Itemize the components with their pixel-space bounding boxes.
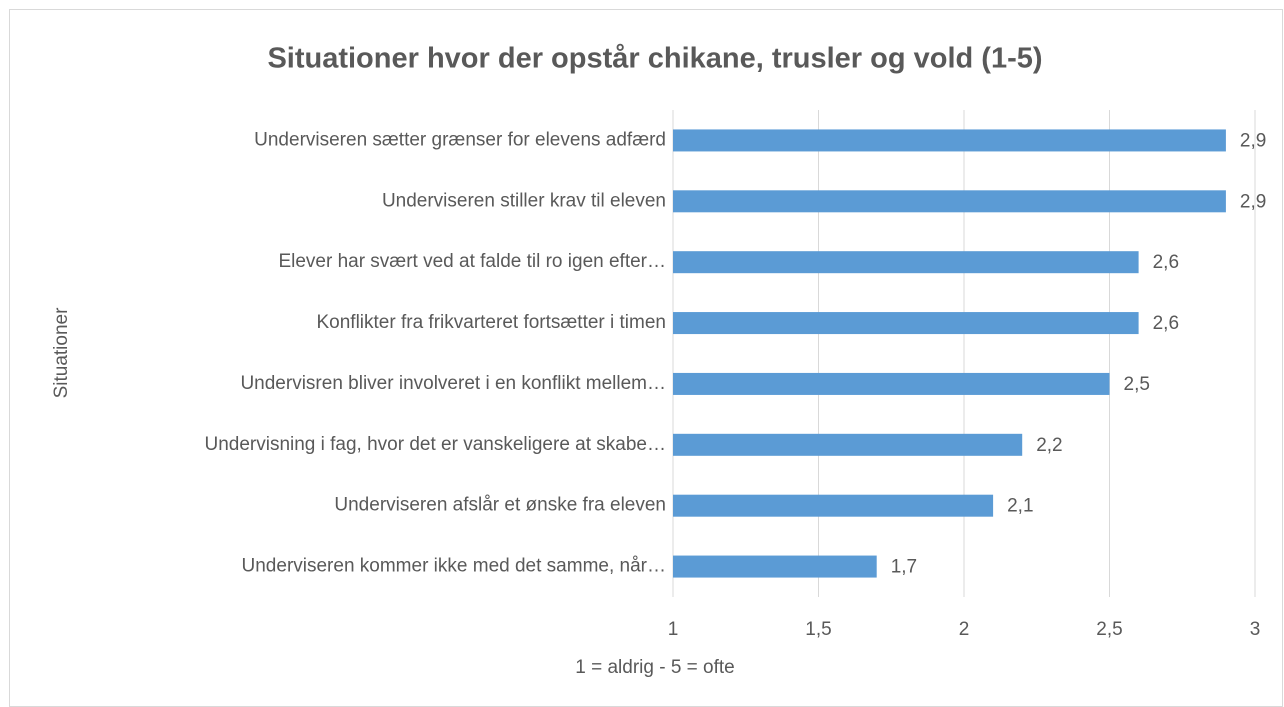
data-label: 2,6 (1153, 252, 1179, 273)
data-label: 2,5 (1124, 374, 1150, 395)
data-label: 2,6 (1153, 313, 1179, 334)
chart-border (9, 9, 1283, 707)
y-axis-label: Situationer (51, 307, 72, 399)
y-tick-label: Undervisren bliver involveret i en konfl… (240, 373, 666, 394)
bar (673, 555, 877, 578)
x-axis-label: 1 = aldrig - 5 = ofte (575, 657, 735, 678)
data-label: 2,1 (1007, 496, 1033, 517)
y-tick-label: Underviseren afslår et ønske fra eleven (334, 495, 666, 516)
data-label: 2,9 (1240, 191, 1266, 212)
bar (673, 190, 1226, 213)
data-label: 2,9 (1240, 130, 1266, 151)
y-tick-label: Underviseren kommer ikke med det samme, … (242, 556, 666, 577)
y-tick-label: Undervisning i fag, hvor det er vanskeli… (204, 434, 666, 455)
data-label: 2,2 (1036, 435, 1062, 456)
y-tick-label: Underviseren stiller krav til eleven (382, 190, 666, 211)
y-tick-label: Elever har svært ved at falde til ro ige… (278, 251, 666, 272)
bar (673, 372, 1110, 395)
bar (673, 129, 1226, 152)
x-tick-label: 3 (1250, 619, 1261, 640)
x-tick-label: 1,5 (805, 619, 831, 640)
bar (673, 312, 1139, 335)
data-label: 1,7 (891, 557, 917, 578)
bar (673, 494, 994, 517)
bar (673, 251, 1139, 274)
bar (673, 433, 1023, 456)
chart-title: Situationer hvor der opstår chikane, tru… (267, 43, 1042, 75)
x-tick-label: 2,5 (1096, 619, 1122, 640)
x-tick-label: 2 (959, 619, 970, 640)
x-tick-label: 1 (668, 619, 679, 640)
y-tick-label: Underviseren sætter grænser for elevens … (254, 129, 666, 150)
y-tick-label: Konflikter fra frikvarteret fortsætter i… (317, 312, 667, 333)
